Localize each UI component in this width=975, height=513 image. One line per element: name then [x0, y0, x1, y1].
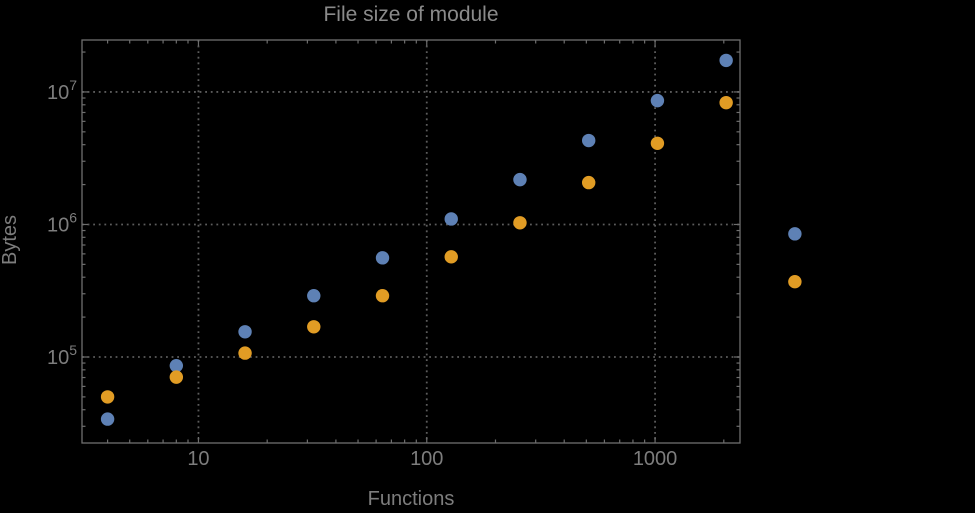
chart-title: File size of module [323, 3, 499, 26]
y-tick-label-1e5: 105 [47, 342, 77, 369]
data-point-blue-x2048 [719, 53, 733, 68]
x-tick-label-1000: 1000 [633, 448, 678, 470]
data-point-blue-x512 [581, 133, 596, 148]
data-point-blue-x4 [100, 412, 115, 426]
data-point-orange-x8 [169, 370, 184, 384]
data-point-orange-x128 [444, 250, 458, 264]
data-point-blue-x128 [444, 212, 458, 226]
data-point-blue-x8 [169, 358, 184, 373]
data-point-blue-x16 [238, 325, 252, 339]
y-tick-label-1e6: 106 [47, 209, 77, 236]
data-point-orange-x256 [513, 216, 527, 230]
x-tick-label-10: 10 [187, 448, 209, 470]
data-point-orange-x4096 [788, 274, 802, 289]
y-tick-label-1e7: 107 [47, 77, 77, 104]
x-axis-label: Functions [367, 488, 455, 510]
x-tick-label-100: 100 [410, 448, 443, 470]
data-point-blue-x64 [375, 251, 390, 265]
plot-frame [81, 39, 741, 444]
data-point-orange-x16 [238, 346, 252, 360]
y-axis-label: Bytes [0, 214, 21, 266]
data-point-blue-x256 [513, 172, 527, 187]
data-point-orange-x64 [375, 289, 390, 303]
data-point-blue-x4096 [788, 227, 802, 241]
data-point-orange-x2048 [719, 95, 733, 110]
data-point-orange-x1024 [650, 136, 665, 150]
data-point-orange-x32 [307, 320, 321, 334]
data-point-orange-x4 [100, 390, 115, 404]
data-point-blue-x1024 [650, 93, 665, 108]
data-point-orange-x512 [581, 175, 596, 190]
data-point-blue-x32 [307, 289, 321, 303]
